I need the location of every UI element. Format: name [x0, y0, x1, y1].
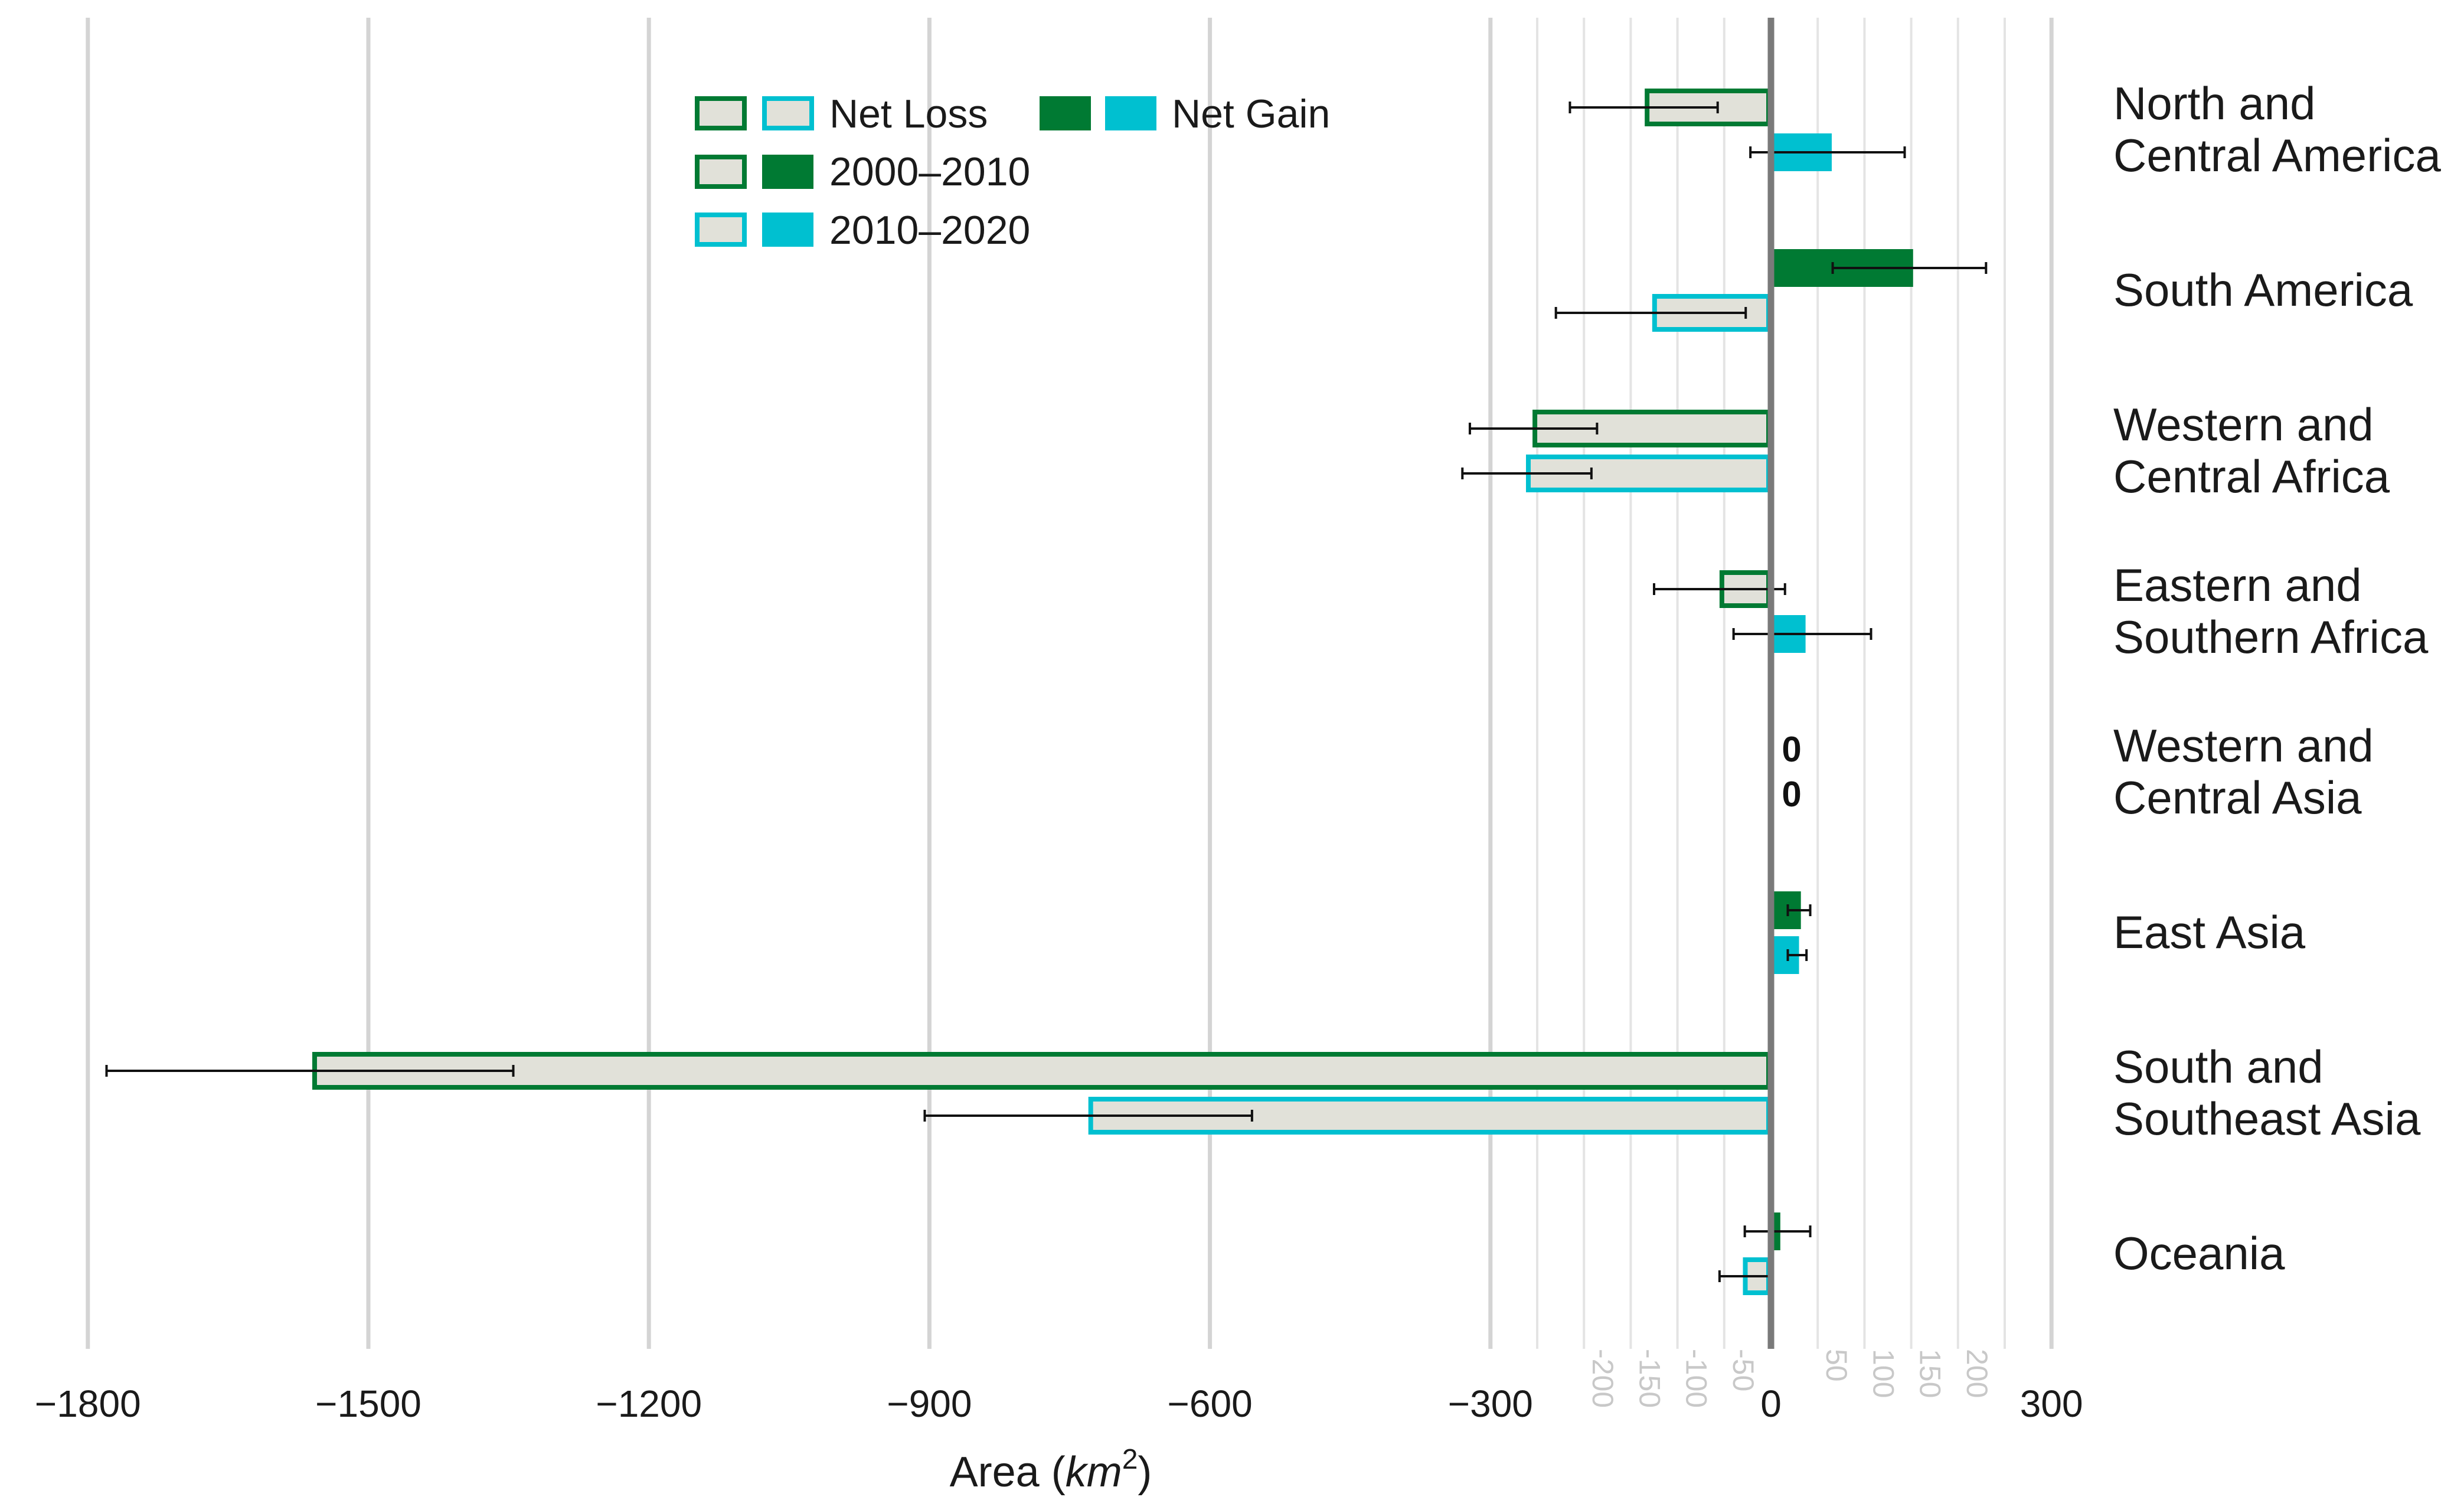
- x-tick-label: −1200: [596, 1382, 702, 1425]
- minor-tick-label: 150: [1914, 1349, 1947, 1398]
- zero-value-label: 0: [1782, 774, 1801, 814]
- region-label: Eastern and Southern Africa: [2113, 559, 2429, 663]
- minor-tick-label: -200: [1586, 1349, 1619, 1408]
- x-tick-label: −1500: [315, 1382, 421, 1425]
- legend-label-2010-2020: 2010–2020: [829, 208, 1030, 253]
- region-label-line: East Asia: [2113, 906, 2306, 958]
- region-label-line: Western and: [2113, 398, 2374, 450]
- x-tick-label: −300: [1448, 1382, 1533, 1425]
- legend-swatch-2000-gain: [762, 155, 813, 189]
- region-label: Western and Central Asia: [2113, 720, 2374, 823]
- legend-swatch-gain-2000: [1040, 96, 1091, 130]
- bar-net-loss-p2000: [312, 1052, 1772, 1090]
- minor-tick-label: 50: [1820, 1349, 1853, 1382]
- region-label: Western and Central Africa: [2113, 398, 2390, 502]
- region-label-line: Southern Africa: [2113, 611, 2429, 663]
- legend-label-2000-2010: 2000–2010: [829, 149, 1030, 194]
- legend-swatch-loss-2000: [695, 96, 747, 130]
- error-bars: [105, 102, 1988, 1282]
- x-tick-label: 0: [1760, 1382, 1782, 1425]
- x-axis-title: Area (km2): [950, 1444, 1152, 1496]
- legend-swatch-2010-loss: [695, 213, 747, 247]
- legend-label-net-gain: Net Gain: [1172, 91, 1330, 136]
- region-label-line: Central Africa: [2113, 450, 2390, 502]
- minor-tick-label: 100: [1867, 1349, 1900, 1398]
- legend-swatch-2010-gain: [762, 213, 813, 247]
- region-label-line: Eastern and: [2113, 559, 2362, 611]
- minor-tick-label: -50: [1727, 1349, 1760, 1391]
- minor-tick-label: 200: [1960, 1349, 1994, 1398]
- region-label-line: South and: [2113, 1041, 2324, 1093]
- region-label-line: Oceania: [2113, 1227, 2285, 1279]
- zero-value-label: 0: [1782, 730, 1801, 769]
- legend-swatch-loss-2010: [762, 96, 814, 130]
- bars: 00: [312, 89, 1913, 1295]
- region-label-line: South America: [2113, 264, 2413, 316]
- x-tick-label: −900: [887, 1382, 972, 1425]
- region-label-line: Southeast Asia: [2113, 1093, 2421, 1145]
- minor-tick-label: -150: [1633, 1349, 1666, 1408]
- region-label: South and Southeast Asia: [2113, 1041, 2421, 1145]
- region-label-line: Western and: [2113, 720, 2374, 772]
- region-label-line: Central Asia: [2113, 772, 2362, 823]
- legend: Net Loss Net Gain 2000–2010 2010–2020: [695, 91, 1330, 253]
- legend-label-net-loss: Net Loss: [829, 91, 988, 136]
- x-tick-label: 300: [2020, 1382, 2083, 1425]
- region-labels: North and Central America South America Wes…: [2113, 77, 2441, 1279]
- x-axis-ticks: −1800 −1500 −1200 −900 −600 −300 0 300-200 -150-…: [35, 1349, 2083, 1425]
- region-label-line: North and: [2113, 77, 2316, 129]
- x-tick-label: −600: [1168, 1382, 1253, 1425]
- legend-swatch-gain-2010: [1105, 96, 1156, 130]
- minor-tick-label: -100: [1680, 1349, 1713, 1408]
- x-tick-label: −1800: [35, 1382, 141, 1425]
- region-label: South America: [2113, 264, 2413, 316]
- region-label: North and Central America: [2113, 77, 2441, 181]
- grid-lines: [86, 18, 2054, 1349]
- region-label: East Asia: [2113, 906, 2306, 958]
- region-label: Oceania: [2113, 1227, 2285, 1279]
- legend-swatch-2000-loss: [695, 155, 747, 189]
- region-label-line: Central America: [2113, 129, 2441, 181]
